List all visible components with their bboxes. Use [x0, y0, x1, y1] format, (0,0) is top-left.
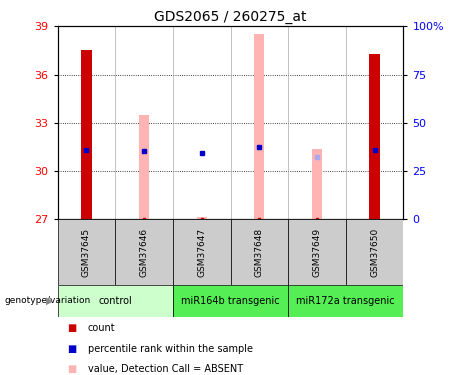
Text: GSM37649: GSM37649: [313, 228, 321, 277]
Text: miR164b transgenic: miR164b transgenic: [181, 296, 280, 306]
Text: GSM37646: GSM37646: [140, 228, 148, 277]
Bar: [312, 148, 322, 219]
Text: genotype/variation: genotype/variation: [5, 296, 91, 305]
Text: GSM37648: GSM37648: [255, 228, 264, 277]
Bar: [196, 217, 207, 219]
Text: miR172a transgenic: miR172a transgenic: [296, 296, 395, 306]
FancyBboxPatch shape: [58, 285, 173, 317]
Text: ■: ■: [67, 364, 76, 374]
Bar: [369, 54, 380, 219]
Text: ▶: ▶: [46, 296, 53, 306]
FancyBboxPatch shape: [58, 219, 115, 285]
FancyBboxPatch shape: [288, 285, 403, 317]
FancyBboxPatch shape: [173, 219, 230, 285]
Text: GSM37645: GSM37645: [82, 228, 91, 277]
FancyBboxPatch shape: [288, 219, 346, 285]
Text: ■: ■: [67, 323, 76, 333]
Bar: [81, 50, 92, 219]
Text: percentile rank within the sample: percentile rank within the sample: [88, 344, 253, 354]
Text: control: control: [98, 296, 132, 306]
Title: GDS2065 / 260275_at: GDS2065 / 260275_at: [154, 10, 307, 24]
Bar: [139, 115, 149, 219]
Text: value, Detection Call = ABSENT: value, Detection Call = ABSENT: [88, 364, 242, 374]
FancyBboxPatch shape: [230, 219, 288, 285]
Bar: [254, 34, 265, 219]
FancyBboxPatch shape: [173, 285, 288, 317]
FancyBboxPatch shape: [346, 219, 403, 285]
Text: GSM37647: GSM37647: [197, 228, 206, 277]
Text: ■: ■: [67, 344, 76, 354]
FancyBboxPatch shape: [115, 219, 173, 285]
Text: GSM37650: GSM37650: [370, 228, 379, 277]
Text: count: count: [88, 323, 115, 333]
